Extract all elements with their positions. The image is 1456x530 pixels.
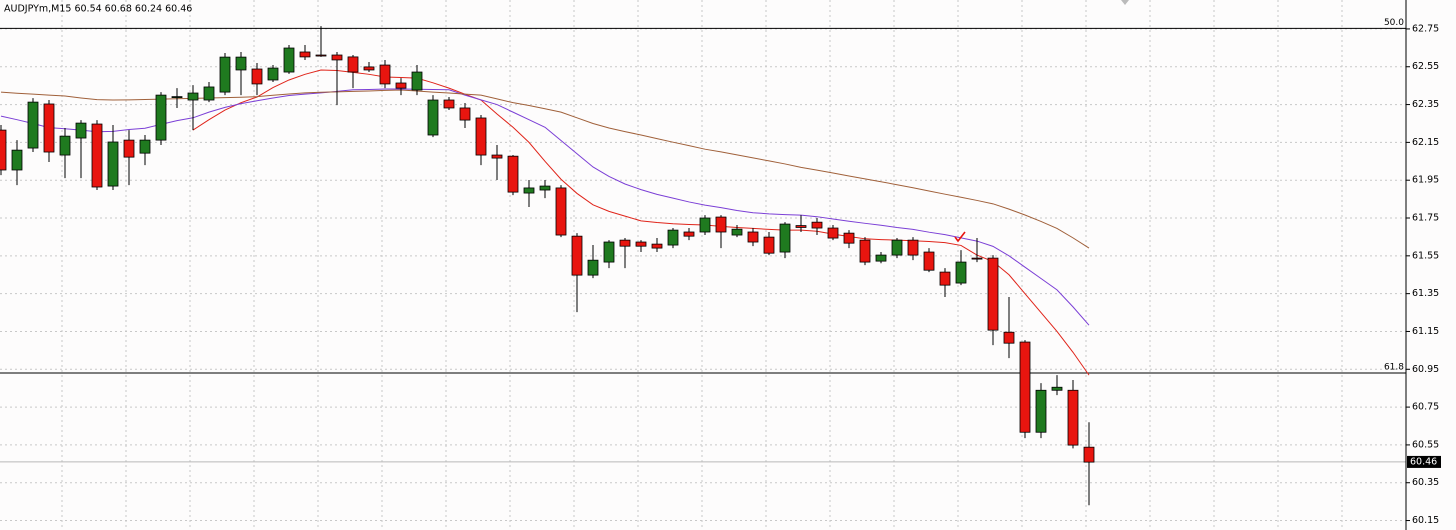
y-tick-label: 60.35 — [1412, 477, 1439, 488]
candle-body — [667, 229, 679, 246]
candle-body — [683, 231, 695, 237]
y-tick-label: 61.35 — [1412, 288, 1439, 299]
y-tick-label: 61.55 — [1412, 250, 1439, 261]
candle-body — [411, 71, 423, 91]
candle-body — [1067, 389, 1079, 446]
candle-body — [811, 221, 823, 229]
candle-body — [203, 86, 215, 101]
candle-body — [987, 257, 999, 331]
moving-average — [0, 89, 1090, 249]
candle-body — [347, 56, 359, 73]
candle-body — [971, 257, 983, 260]
candle-body — [475, 117, 487, 156]
candle-body — [907, 239, 919, 256]
candle-body — [395, 82, 407, 89]
candle-body — [587, 259, 599, 276]
candle-body — [1035, 389, 1047, 433]
candle-body — [267, 67, 279, 81]
candle-body — [1019, 341, 1031, 433]
candle-body — [379, 64, 391, 85]
candle-body — [507, 155, 519, 193]
candle-body — [715, 216, 727, 233]
candle-body — [459, 107, 471, 121]
candle-body — [747, 231, 759, 243]
candle-body — [363, 66, 375, 71]
grid — [0, 0, 1406, 530]
candle-body — [1003, 331, 1015, 344]
chart-title: AUDJPYm,M15 60.54 60.68 60.24 60.46 — [4, 4, 192, 15]
candle-body — [555, 187, 567, 236]
candle-body — [603, 241, 615, 263]
moving-average — [192, 69, 1090, 376]
candle-body — [571, 235, 583, 276]
candle-body — [443, 99, 455, 109]
candle-body — [875, 254, 887, 262]
y-tick-label: 60.15 — [1412, 515, 1439, 526]
candle-body — [523, 187, 535, 194]
candle-body — [91, 123, 103, 188]
y-tick-label: 62.75 — [1412, 23, 1439, 34]
candle-body — [171, 96, 183, 99]
candle-body — [427, 99, 439, 136]
candle-body — [219, 56, 231, 93]
candle-body — [299, 51, 311, 58]
candle-body — [251, 68, 263, 85]
candle-body — [859, 239, 871, 263]
candle-body — [11, 149, 23, 171]
candle-body — [1051, 386, 1063, 391]
candle-body — [779, 223, 791, 253]
scroll-marker — [1121, 0, 1129, 5]
candle-body — [27, 101, 39, 149]
candle-body — [619, 239, 631, 247]
candle-body — [731, 228, 743, 236]
y-tick-label: 61.15 — [1412, 326, 1439, 337]
candle-body — [763, 236, 775, 254]
current-price-label: 60.46 — [1410, 456, 1437, 467]
candle-body — [331, 54, 343, 61]
candle-body — [795, 225, 807, 228]
candle-body — [699, 217, 711, 233]
moving-average — [0, 88, 1090, 326]
candle-body — [843, 232, 855, 244]
candle-body — [107, 141, 119, 187]
candle-body — [235, 56, 247, 71]
candle-body — [635, 241, 647, 247]
candle-body — [923, 251, 935, 271]
candle-body — [955, 261, 967, 284]
candle-body — [0, 129, 7, 171]
level-label: 50.0 — [1384, 18, 1404, 28]
candle-body — [651, 243, 663, 249]
candle-body — [123, 139, 135, 158]
plot — [0, 26, 1406, 506]
candle-body — [539, 185, 551, 191]
candle-body — [283, 47, 295, 73]
level-label: 61.8 — [1384, 363, 1404, 373]
candle-body — [891, 239, 903, 256]
y-tick-label: 62.35 — [1412, 99, 1439, 110]
check-mark — [954, 231, 966, 243]
candle-body — [187, 92, 199, 101]
y-tick-label: 62.55 — [1412, 61, 1439, 72]
candle-body — [827, 227, 839, 239]
y-tick-label: 61.95 — [1412, 175, 1439, 186]
current-price-box — [1407, 455, 1441, 468]
candle-body — [155, 94, 167, 141]
candle-body — [139, 139, 151, 154]
y-tick-label: 60.95 — [1412, 364, 1439, 375]
y-tick-label: 60.55 — [1412, 439, 1439, 450]
y-tick-label: 61.75 — [1412, 213, 1439, 224]
candle-body — [315, 54, 327, 57]
candle-body — [75, 122, 87, 139]
candle-body — [491, 154, 503, 159]
candle-body — [939, 271, 951, 286]
y-tick-label: 62.15 — [1412, 137, 1439, 148]
y-tick-label: 60.75 — [1412, 402, 1439, 413]
candle-body — [43, 103, 55, 153]
candle-body — [59, 135, 71, 156]
candle-body — [1083, 446, 1095, 463]
